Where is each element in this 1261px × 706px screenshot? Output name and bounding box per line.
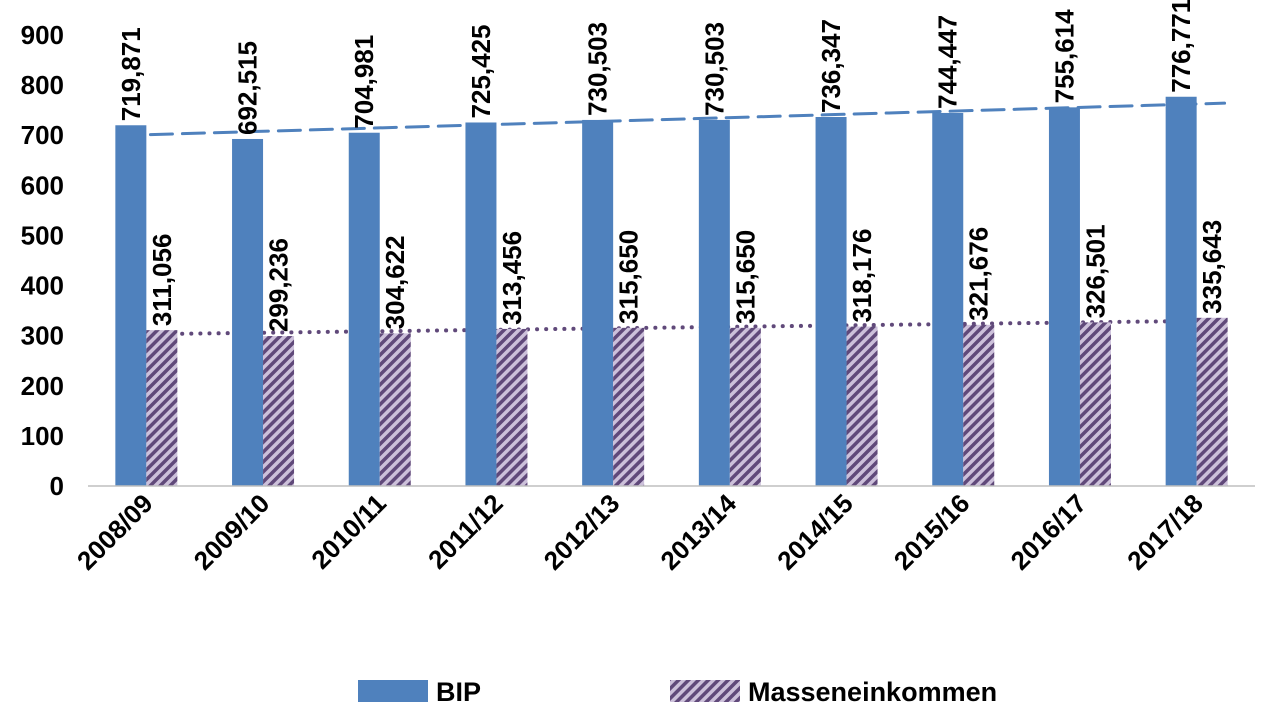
- data-label-bip: 730,503: [583, 22, 613, 116]
- data-label-masseneinkommen: 299,236: [264, 238, 294, 332]
- bars: [115, 96, 1228, 487]
- data-label-bip: 725,425: [466, 24, 496, 118]
- y-tick-label: 200: [21, 371, 64, 401]
- y-tick-label: 100: [21, 421, 64, 451]
- bar-bip: [465, 122, 497, 486]
- data-label-masseneinkommen: 313,456: [497, 231, 527, 325]
- trendlines: [116, 101, 1227, 337]
- legend: BIP Masseneinkommen: [358, 677, 997, 706]
- bar-masseneinkommen: [613, 327, 645, 486]
- data-label-masseneinkommen: 315,650: [730, 230, 760, 324]
- bar-bip: [1165, 96, 1197, 487]
- data-label-bip: 776,771: [1166, 0, 1196, 93]
- x-tick-label: 2014/15: [771, 488, 859, 576]
- x-tick-label: 2010/11: [305, 488, 392, 575]
- bar-bip: [932, 112, 964, 486]
- data-label-bip: 730,503: [699, 22, 729, 116]
- y-axis: 0 100 200 300 400 500 600 700 800 900: [21, 20, 64, 501]
- bar-masseneinkommen: [1079, 322, 1111, 486]
- data-label-bip: 719,871: [116, 27, 146, 121]
- bar-bip: [348, 132, 380, 486]
- bar-bip: [1048, 107, 1080, 487]
- y-tick-label: 500: [21, 220, 64, 250]
- x-tick-label: 2013/14: [654, 488, 742, 576]
- x-axis: 2008/09 2009/10 2010/11 2011/12 2012/13 2013/…: [71, 488, 1209, 576]
- x-tick-label: 2008/09: [71, 488, 159, 576]
- data-label-masseneinkommen: 335,643: [1197, 220, 1227, 314]
- y-tick-label: 900: [21, 20, 64, 50]
- y-tick-label: 0: [50, 471, 64, 501]
- bar-bip: [232, 138, 264, 487]
- data-label-masseneinkommen: 318,176: [847, 229, 877, 323]
- data-labels: 719,871 311,056 692,515 299,236 704,981 304,6…: [116, 0, 1227, 332]
- data-label-bip: 744,447: [933, 15, 963, 109]
- bar-masseneinkommen: [729, 327, 761, 486]
- x-tick-label: 2017/18: [1121, 488, 1209, 576]
- bar-bip: [115, 125, 147, 486]
- legend-label-masseneinkommen: Masseneinkommen: [748, 677, 997, 706]
- bar-bip: [698, 119, 730, 486]
- bar-bip: [815, 117, 847, 487]
- trendline-bip: [116, 101, 1227, 138]
- data-label-bip: 736,347: [816, 19, 846, 113]
- bar-masseneinkommen: [963, 324, 995, 486]
- data-label-masseneinkommen: 311,056: [147, 234, 177, 327]
- y-tick-label: 700: [21, 120, 64, 150]
- x-tick-label: 2015/16: [888, 488, 976, 576]
- x-tick-label: 2011/12: [422, 488, 509, 575]
- data-label-masseneinkommen: 315,650: [614, 230, 644, 324]
- data-label-masseneinkommen: 326,501: [1080, 224, 1110, 318]
- data-label-bip: 692,515: [233, 41, 263, 135]
- legend-swatch-masseneinkommen: [670, 680, 740, 702]
- y-tick-label: 300: [21, 321, 64, 351]
- data-label-masseneinkommen: 321,676: [964, 227, 994, 321]
- bar-masseneinkommen: [1196, 317, 1228, 486]
- y-tick-label: 400: [21, 271, 64, 301]
- x-tick-label: 2012/13: [538, 488, 626, 576]
- bar-masseneinkommen: [146, 330, 178, 486]
- bar-masseneinkommen: [379, 333, 411, 486]
- y-tick-label: 800: [21, 70, 64, 100]
- data-label-bip: 755,614: [1049, 9, 1079, 104]
- x-tick-label: 2016/17: [1005, 488, 1093, 576]
- data-label-masseneinkommen: 304,622: [380, 235, 410, 329]
- bar-bip: [582, 119, 614, 486]
- bar-masseneinkommen: [846, 326, 878, 486]
- x-tick-label: 2009/10: [188, 488, 276, 576]
- data-label-bip: 704,981: [349, 35, 379, 129]
- bar-masseneinkommen: [263, 336, 295, 486]
- legend-swatch-bip: [358, 680, 428, 702]
- y-tick-label: 600: [21, 170, 64, 200]
- legend-label-bip: BIP: [436, 677, 481, 706]
- bar-masseneinkommen: [496, 328, 528, 486]
